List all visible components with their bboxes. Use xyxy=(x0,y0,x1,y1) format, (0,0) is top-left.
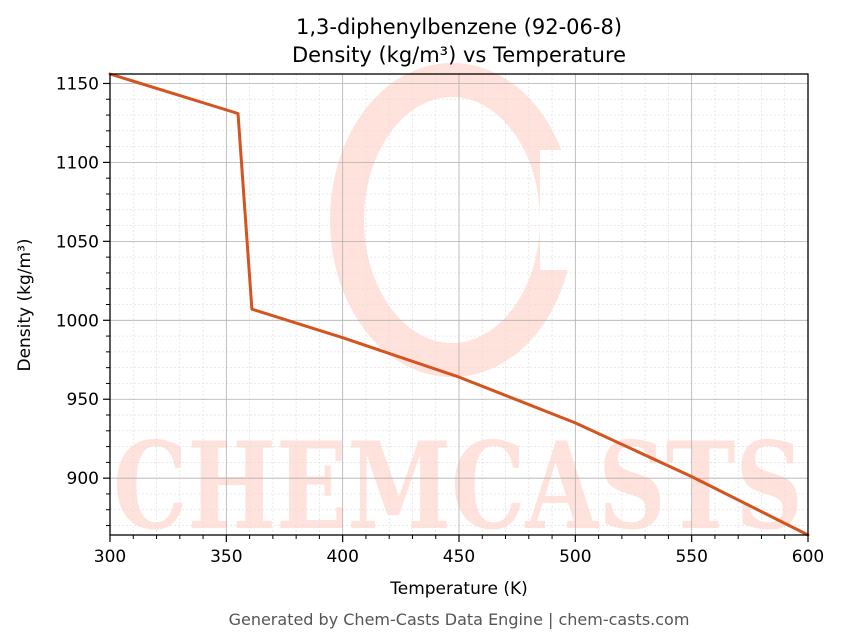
watermark-text: CHEMCASTS xyxy=(113,416,803,557)
y-tick-label: 900 xyxy=(67,469,99,489)
x-tick-label: 450 xyxy=(443,547,475,567)
x-tick-label: 600 xyxy=(792,547,824,567)
y-tick-label: 1050 xyxy=(56,232,99,252)
series-line-0 xyxy=(108,72,810,537)
x-axis-label: Temperature (K) xyxy=(389,579,528,599)
y-tick-label: 1100 xyxy=(56,153,99,173)
x-tick-label: 550 xyxy=(675,547,707,567)
x-axis-ticks: 300 350 400 450 500 550 600 xyxy=(94,535,824,567)
watermark-ring xyxy=(330,63,574,377)
chart-title: 1,3-diphenylbenzene (92-06-8) xyxy=(296,15,622,39)
x-tick-label: 350 xyxy=(210,547,242,567)
y-axis-label: Density (kg/m³) xyxy=(15,238,35,371)
x-tick-label: 400 xyxy=(326,547,358,567)
watermark-logo: CHEMCASTS xyxy=(113,63,803,557)
chart-subtitle: Density (kg/m³) vs Temperature xyxy=(292,43,626,67)
y-tick-label: 950 xyxy=(67,390,99,410)
y-axis-ticks: 900 950 1000 1050 1100 1150 xyxy=(56,74,110,527)
series-layer xyxy=(108,72,810,537)
x-tick-label: 300 xyxy=(94,547,126,567)
y-tick-label: 1150 xyxy=(56,74,99,94)
x-tick-label: 500 xyxy=(559,547,591,567)
major-grid xyxy=(109,74,809,535)
footer-credit: Generated by Chem-Casts Data Engine | ch… xyxy=(229,610,690,629)
y-tick-label: 1000 xyxy=(56,311,99,331)
